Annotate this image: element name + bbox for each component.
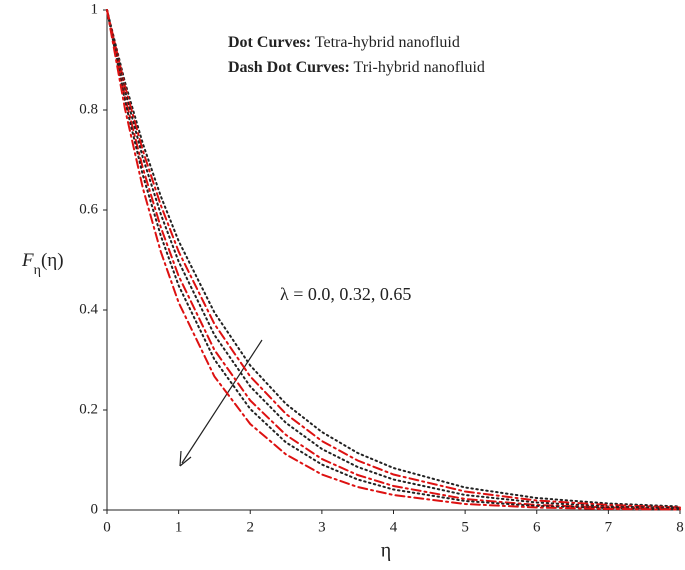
line-series (106, 9, 681, 509)
y-tick-label: 0 (91, 501, 99, 517)
y-tick-label: 0.2 (79, 401, 98, 417)
x-tick-label: 4 (390, 519, 398, 535)
y-label-arg: (η) (41, 250, 64, 271)
line-series (106, 9, 681, 508)
x-tick-label: 0 (103, 519, 111, 535)
line-series (106, 9, 681, 510)
arrow-label: λ = 0.0, 0.32, 0.65 (280, 284, 411, 304)
y-tick-label: 0.4 (79, 301, 98, 317)
x-tick-label: 8 (676, 519, 684, 535)
x-tick-label: 5 (461, 519, 469, 535)
x-tick-label: 7 (605, 519, 613, 535)
line-series (106, 9, 681, 511)
annotation: Dash Dot Curves: Tri-hybrid nanofluid (228, 59, 485, 76)
annotation-text: Tri-hybrid nanofluid (354, 59, 485, 76)
x-axis-label: η (381, 540, 391, 562)
y-label-sub: η (34, 263, 41, 278)
line-series (106, 9, 681, 509)
arrow (181, 339, 263, 464)
x-tick-label: 6 (533, 519, 541, 535)
x-tick-label: 1 (175, 519, 183, 535)
annotation-bold: Dash Dot Curves: (228, 59, 350, 76)
arrow-head (179, 450, 192, 467)
annotation-bold: Dot Curves: (228, 34, 311, 51)
annotation: Dot Curves: Tetra-hybrid nanofluid (228, 34, 460, 51)
y-tick-label: 1 (91, 1, 99, 17)
y-label-main: F (21, 250, 34, 271)
y-axis-label: Fη(η) (21, 250, 64, 278)
x-tick-label: 2 (247, 519, 255, 535)
y-tick-label: 0.6 (79, 201, 98, 217)
annotation-text: Tetra-hybrid nanofluid (315, 34, 460, 51)
line-series (106, 9, 681, 510)
x-tick-label: 3 (318, 519, 326, 535)
y-tick-label: 0.8 (79, 101, 98, 117)
